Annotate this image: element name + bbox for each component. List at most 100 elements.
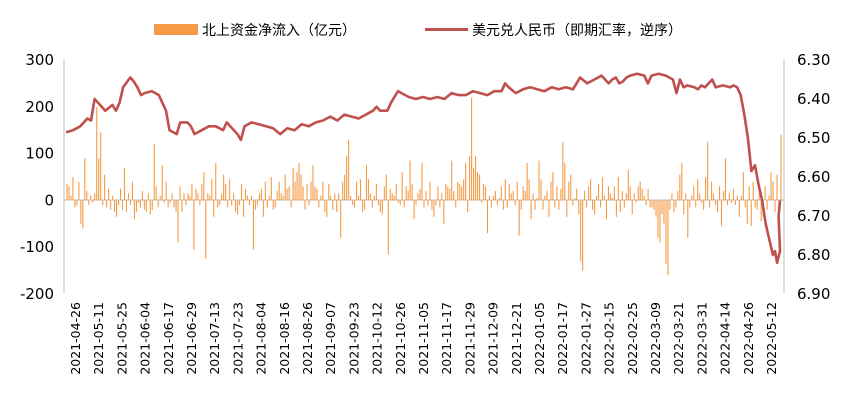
bar	[302, 186, 304, 201]
bar	[213, 200, 215, 217]
bar	[746, 200, 748, 224]
bar	[528, 179, 530, 201]
bar	[365, 165, 368, 201]
bar	[443, 200, 445, 224]
bar	[350, 195, 352, 201]
bar	[500, 186, 502, 201]
bar	[106, 200, 108, 208]
bar	[175, 200, 177, 213]
bar	[258, 193, 260, 201]
x-tick-label: 2022-05-12	[764, 302, 779, 375]
y-axis-right: 6.30 6.40 6.50 6.60 6.70 6.80 6.90	[783, 51, 830, 303]
bar	[449, 188, 451, 201]
bar	[699, 193, 701, 201]
bar	[314, 186, 316, 201]
x-tick-label: 2022-01-27	[578, 302, 593, 375]
bar	[361, 200, 364, 213]
x-tick-label: 2021-07-13	[207, 302, 222, 375]
bar	[252, 200, 254, 250]
bar	[367, 179, 370, 201]
bar	[328, 184, 330, 201]
bar	[508, 184, 510, 201]
bar	[123, 167, 126, 201]
bar	[586, 200, 588, 208]
bar	[568, 181, 570, 201]
y-right-tick-label: 6.90	[797, 285, 830, 303]
bar	[542, 200, 544, 210]
bar	[121, 200, 124, 210]
bar	[582, 200, 584, 271]
bar	[133, 200, 135, 220]
bar	[758, 193, 760, 201]
bar	[421, 162, 423, 201]
bar	[260, 188, 262, 201]
bar	[564, 162, 566, 201]
bar	[330, 195, 332, 201]
bar	[324, 200, 326, 213]
bar	[161, 165, 163, 201]
bar	[649, 200, 651, 208]
x-tick-label: 2021-11-05	[416, 302, 431, 375]
bar	[431, 200, 433, 210]
bar	[264, 181, 266, 201]
bar	[490, 200, 492, 208]
bar	[199, 200, 201, 206]
bar	[572, 200, 574, 206]
bar	[764, 186, 766, 201]
bar	[613, 186, 615, 201]
bar	[669, 200, 671, 210]
x-tick-label: 2021-11-17	[439, 302, 454, 375]
line-series	[65, 72, 782, 265]
bar	[726, 200, 728, 206]
bar	[550, 181, 552, 201]
bar	[651, 200, 653, 208]
bar	[76, 200, 78, 206]
bar	[540, 179, 542, 201]
x-tick-label: 2022-01-17	[555, 302, 570, 375]
bar	[770, 172, 772, 201]
bar	[356, 181, 358, 201]
bar	[203, 172, 205, 201]
bar	[594, 200, 596, 215]
bar	[687, 200, 689, 238]
bar	[266, 200, 268, 208]
bar	[316, 188, 318, 201]
bar	[296, 172, 298, 201]
bar	[451, 160, 453, 201]
bar	[691, 195, 693, 201]
bar	[477, 172, 479, 201]
bar	[689, 200, 691, 208]
x-tick-label: 2021-06-29	[184, 302, 199, 375]
bar	[246, 195, 249, 201]
bar	[131, 181, 133, 201]
bar	[516, 181, 518, 201]
bar	[256, 200, 258, 206]
bar	[750, 200, 752, 227]
bar	[635, 200, 637, 203]
bar	[724, 158, 727, 201]
bar	[145, 200, 147, 213]
bar	[225, 184, 227, 201]
bar	[546, 191, 548, 201]
bar	[401, 172, 403, 201]
bar	[459, 184, 461, 201]
bar	[223, 174, 225, 201]
bar	[153, 144, 155, 201]
bar	[393, 195, 395, 201]
y-right-tick-label: 6.80	[797, 246, 830, 264]
bar	[306, 184, 308, 201]
bar	[544, 195, 546, 201]
bar	[197, 193, 199, 201]
y-left-tick-label: -200	[20, 285, 54, 303]
bar	[599, 200, 602, 208]
bar	[179, 186, 181, 201]
y-left-tick-label: 0	[44, 191, 54, 209]
bar	[183, 193, 185, 201]
bar	[570, 174, 572, 201]
bar	[312, 165, 314, 201]
bar	[118, 200, 120, 206]
bar	[74, 200, 76, 208]
bar	[354, 200, 356, 208]
bar	[120, 188, 122, 201]
bar	[768, 195, 770, 201]
